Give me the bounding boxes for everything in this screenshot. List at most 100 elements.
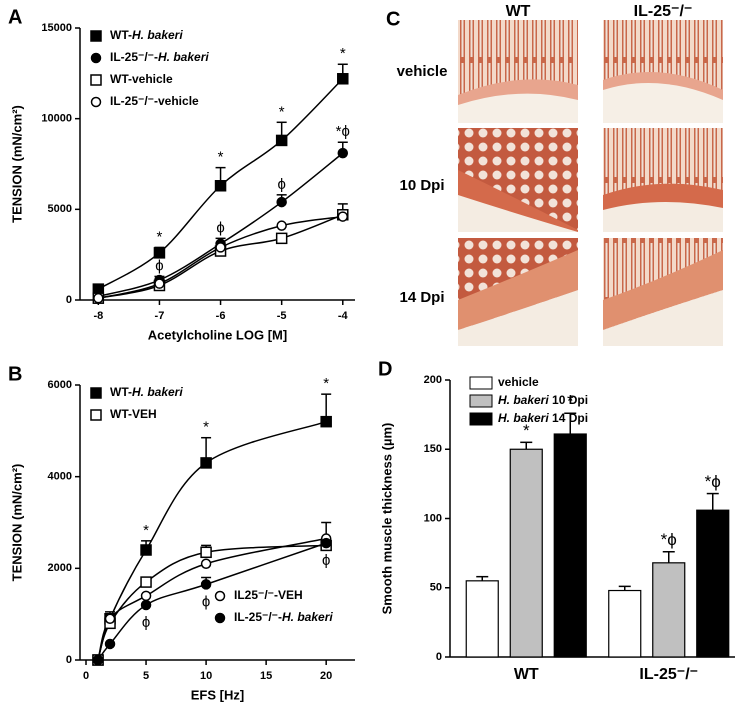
legend-swatch — [469, 376, 493, 390]
significance-label: ϕ — [202, 593, 210, 610]
marker — [93, 292, 104, 304]
marker — [215, 242, 226, 253]
panel-letter: A — [8, 6, 22, 28]
panel-letter: D — [378, 358, 392, 380]
significance-label: ϕ — [216, 219, 224, 236]
x-tick-label: -5 — [277, 310, 287, 322]
y-tick-label: 0 — [66, 294, 72, 306]
x-axis-label: Acetylcholine LOG [M] — [148, 327, 287, 342]
y-axis-label: TENSION (mN/cm²) — [9, 464, 24, 582]
y-axis-label: Smooth muscle thickness (µm) — [379, 423, 394, 615]
bar — [608, 589, 642, 658]
y-tick-label: 150 — [424, 443, 442, 455]
y-tick-label: 2000 — [48, 562, 72, 574]
significance-label: * — [143, 522, 149, 539]
legend-label: WT-vehicle — [110, 72, 173, 86]
significance-label: ϕ — [277, 176, 285, 193]
fit-line — [97, 542, 327, 661]
legend-swatch — [469, 412, 493, 426]
chart-panel: D 0 50 100 150 200 Smooth muscle thickness (µm… — [378, 358, 735, 683]
legend-marker — [90, 409, 102, 421]
marker — [104, 638, 116, 650]
legend-marker — [90, 52, 102, 64]
significance-label: ϕ — [155, 257, 163, 274]
column-label: IL-25⁻/⁻ — [634, 3, 693, 20]
marker — [337, 147, 349, 159]
x-tick-label: 20 — [320, 670, 332, 682]
legend-marker — [90, 96, 102, 108]
y-tick-label: 50 — [430, 582, 442, 594]
significance-label: * — [323, 375, 329, 392]
marker — [320, 415, 332, 428]
legend-marker — [214, 612, 226, 624]
significance-label: *ϕ — [705, 472, 721, 491]
marker — [140, 599, 152, 611]
marker — [337, 73, 349, 85]
marker — [275, 134, 288, 147]
significance-label: *ϕ — [336, 123, 350, 140]
x-tick-label: 15 — [260, 670, 272, 682]
panel-c: C WT IL-25⁻/⁻ vehicle 10 Dpi 14 Dpi — [386, 3, 723, 346]
significance-label: ϕ — [322, 552, 330, 569]
legend-marker — [214, 590, 226, 602]
y-axis-label: TENSION (mN/cm²) — [9, 105, 24, 223]
chart-panel: A 0 5000 10000 15000 TENSION (mN/cm²) -8 -7 -6 -5… — [8, 6, 355, 342]
y-tick-label: 0 — [436, 651, 442, 663]
marker — [200, 457, 212, 469]
chart-panel: B 0 2000 4000 6000 TENSION (mN/cm²) 0 5 10 15 20 EF… — [8, 363, 355, 702]
legend-label: IL-25⁻/⁻-vehicle — [110, 94, 199, 108]
significance-label: *ϕ — [661, 530, 677, 549]
marker — [154, 278, 165, 289]
column-label: WT — [506, 3, 531, 20]
marker — [140, 576, 152, 588]
significance-label: * — [203, 419, 209, 436]
y-tick-label: 200 — [424, 374, 442, 386]
x-tick-label: -4 — [338, 310, 349, 322]
significance-label: * — [218, 149, 224, 166]
y-tick-label: 10000 — [41, 113, 72, 125]
marker — [200, 579, 212, 590]
y-tick-label: 4000 — [48, 471, 72, 483]
y-tick-label: 6000 — [48, 379, 72, 391]
x-tick-label: WT — [514, 666, 539, 683]
x-tick-label: -8 — [93, 310, 103, 322]
legend-marker — [90, 74, 102, 86]
row-label: 10 Dpi — [399, 177, 444, 194]
legend-marker — [90, 30, 102, 42]
marker — [200, 558, 212, 569]
marker — [214, 180, 227, 192]
legend-label: WT-VEH — [110, 407, 157, 421]
significance-label: * — [340, 45, 346, 62]
significance-label: * — [157, 228, 163, 245]
panel-letter: B — [8, 363, 22, 385]
legend-label: WT-H. bakeri — [110, 28, 183, 42]
legend-label: IL-25⁻/⁻-H. bakeri — [110, 50, 209, 64]
legend-swatch — [469, 394, 493, 408]
marker — [320, 537, 332, 549]
row-label: 14 Dpi — [399, 289, 444, 306]
marker — [276, 220, 287, 231]
micrograph — [458, 20, 723, 346]
y-tick-label: 15000 — [41, 22, 72, 34]
legend-label: H. bakeri 10 Dpi — [498, 393, 588, 407]
fit-line — [97, 420, 327, 661]
bar — [696, 509, 730, 658]
legend-label: vehicle — [498, 375, 539, 389]
marker — [92, 654, 104, 666]
marker — [200, 546, 212, 559]
bar — [465, 580, 499, 658]
legend-label: IL-25⁻/⁻-H. bakeri — [234, 610, 333, 624]
marker — [140, 590, 152, 602]
x-tick-label: 5 — [143, 670, 149, 682]
x-axis-label: EFS [Hz] — [191, 687, 244, 702]
marker — [153, 247, 166, 259]
y-tick-label: 0 — [66, 654, 72, 666]
legend-marker — [90, 387, 102, 399]
panel-letter: C — [386, 8, 400, 30]
marker — [140, 544, 152, 556]
legend-label: IL25⁻/⁻-VEH — [234, 588, 303, 602]
bar — [652, 562, 686, 658]
x-tick-label: IL-25⁻/⁻ — [639, 666, 698, 683]
marker — [276, 196, 287, 208]
